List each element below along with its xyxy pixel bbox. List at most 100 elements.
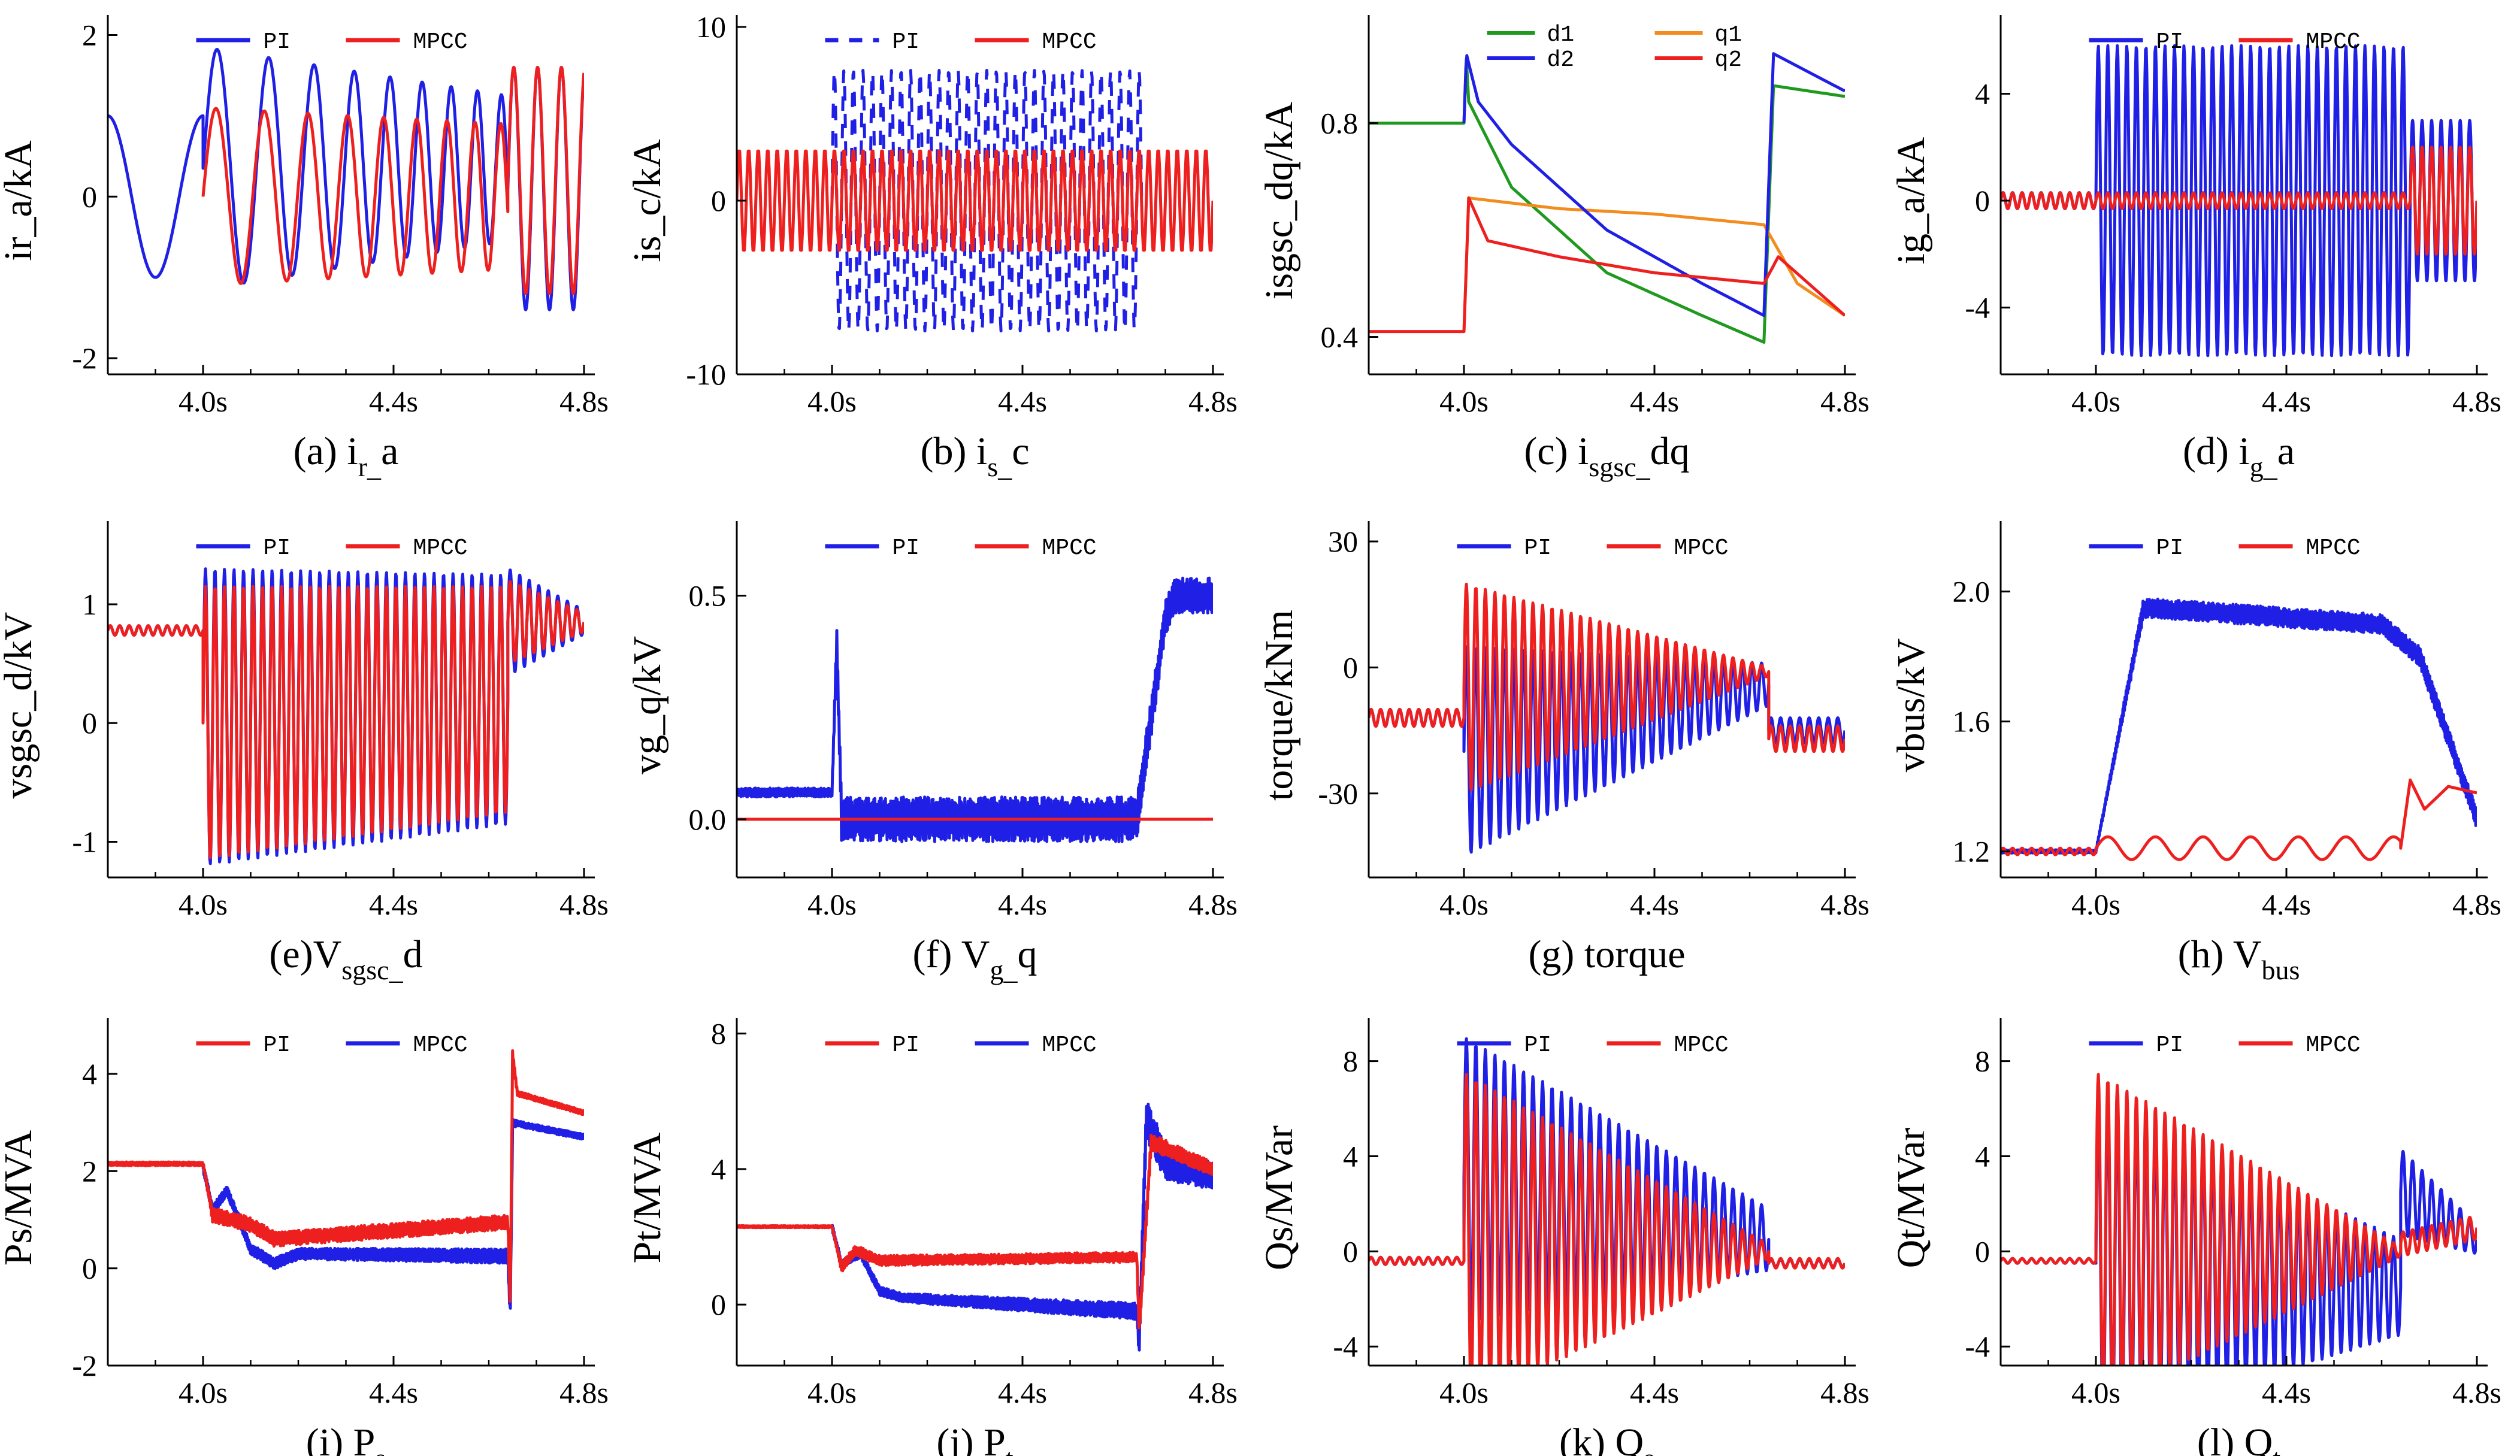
legend-label-pi: PI [893, 29, 920, 55]
series-line-mpcc [2001, 146, 2477, 256]
x-tick-label: 4.4s [369, 385, 418, 418]
caption-tail: dq [1650, 429, 1690, 473]
panel-j: 4.0s 4.4s 4.8s 0 4 8 Pt/MVA PI MPCC (j) Pt [625, 1017, 1238, 1456]
legend-label-mpcc: MPCC [413, 1033, 468, 1058]
panel-caption: (b) is_c [921, 429, 1030, 482]
series-line-mpcc [1369, 582, 1845, 792]
caption-subscript: sgsc_ [1589, 452, 1650, 482]
x-tick-label: 4.8s [2452, 888, 2501, 921]
panel-i: 4.0s 4.4s 4.8s -2 0 2 4 Ps/MVA PI MPCC (i) Ps [0, 1018, 609, 1456]
caption-subscript: s [375, 1443, 386, 1456]
legend: PI MPCC [825, 29, 1097, 55]
x-tick-label: 4.4s [998, 888, 1047, 921]
legend-label-pi: PI [1524, 535, 1552, 561]
panel-caption: (k) Qs [1559, 1421, 1654, 1456]
x-tick-label: 4.0s [2071, 385, 2120, 418]
series-line-mpcc [108, 580, 584, 859]
caption-tail: a [381, 429, 398, 473]
series-group-e [108, 567, 584, 865]
series-line-q2 [1369, 196, 1845, 334]
legend-label-pi: PI [264, 535, 291, 561]
caption-main: (k) Q [1559, 1421, 1644, 1456]
legend-label-mpcc: MPCC [1042, 29, 1097, 55]
series-line-pi [108, 1049, 584, 1303]
x-tick-label: 4.4s [1630, 385, 1679, 418]
x-tick-label: 4.8s [559, 888, 609, 921]
legend-label-q1: q1 [1715, 22, 1742, 48]
series-line-pi [830, 69, 1143, 332]
series-group-i [108, 1049, 584, 1310]
x-tick-label: 4.8s [1820, 385, 1869, 418]
legend: PI MPCC [825, 535, 1097, 561]
legend-label-mpcc: MPCC [413, 29, 468, 55]
legend-label-pi: PI [264, 29, 291, 55]
series-group-g [1369, 582, 1845, 854]
caption-main: (b) i [921, 429, 988, 473]
y-tick-label: 0 [1975, 184, 1990, 217]
legend-label-mpcc: MPCC [1674, 1033, 1729, 1058]
x-tick-label: 4.8s [2452, 1376, 2501, 1409]
panel-caption: (l) Qt [2197, 1421, 2280, 1456]
y-tick-label: 0 [1975, 1234, 1990, 1268]
legend-label-mpcc: MPCC [1042, 535, 1097, 561]
y-axis-label: Pt/MVA [625, 1132, 669, 1263]
legend-label-mpcc: MPCC [2306, 1033, 2361, 1058]
legend-label-q2: q2 [1715, 47, 1742, 73]
caption-main: (a) i [294, 429, 358, 473]
series-group-d [2001, 44, 2477, 358]
panel-g: 4.0s 4.4s 4.8s -30 0 30 torque/kNm PI MPCC (g) to… [1257, 521, 1869, 976]
y-tick-label: 0 [1343, 650, 1358, 684]
series-line-mpcc [201, 65, 584, 295]
y-tick-label: -4 [1333, 1330, 1358, 1363]
panel-caption: (f) Vg_q [913, 933, 1037, 985]
x-tick-label: 4.0s [2071, 1376, 2120, 1409]
x-tick-label: 4.8s [1820, 888, 1869, 921]
y-tick-label: -10 [686, 358, 726, 391]
y-tick-label: 4 [1975, 1139, 1990, 1173]
legend: PI MPCC [2089, 1033, 2361, 1058]
caption-subscript: bus [2262, 955, 2300, 985]
caption-subscript: s [1644, 1443, 1654, 1456]
y-tick-label: 1 [82, 588, 97, 621]
y-axis-label: Qs/MVar [1257, 1125, 1301, 1270]
series-group-b [737, 69, 1213, 332]
y-tick-label: 4 [82, 1057, 97, 1091]
series-group-j [737, 1103, 1213, 1352]
legend-label-mpcc: MPCC [1042, 1033, 1097, 1058]
legend-label-mpcc: MPCC [1674, 535, 1729, 561]
x-tick-label: 4.0s [1439, 385, 1489, 418]
caption-main: (g) torque [1528, 933, 1685, 976]
y-tick-label: -4 [1965, 1330, 1990, 1363]
legend-label-mpcc: MPCC [413, 535, 468, 561]
x-tick-label: 4.4s [2262, 385, 2311, 418]
series-line-pi [2001, 597, 2477, 855]
legend: d1 q1 d2 q2 [1487, 22, 1742, 73]
legend-label-pi: PI [1524, 1033, 1552, 1058]
y-tick-label: 0.8 [1321, 107, 1359, 140]
caption-main: (i) P [306, 1421, 376, 1456]
y-tick-label: 30 [1328, 525, 1358, 558]
x-tick-label: 4.8s [1188, 1376, 1238, 1409]
caption-main: (f) V [913, 933, 990, 976]
series-line-q1 [1462, 196, 1845, 332]
series-group-k [1369, 1037, 1845, 1366]
panel-caption: (a) ir_a [294, 429, 399, 482]
caption-tail: d [403, 933, 423, 976]
y-tick-label: 0.0 [689, 803, 727, 836]
panel-caption: (i) Ps [306, 1421, 386, 1456]
legend-label-pi: PI [893, 535, 920, 561]
panel-k: 4.0s 4.4s 4.8s -4 0 4 8 Qs/MVar PI MPCC (k) Qs [1257, 1018, 1869, 1456]
y-tick-label: 2.0 [1953, 575, 1990, 609]
x-tick-label: 4.4s [369, 1376, 418, 1409]
x-tick-label: 4.0s [807, 888, 857, 921]
x-tick-label: 4.4s [369, 888, 418, 921]
x-tick-label: 4.0s [179, 888, 228, 921]
y-tick-label: 0.4 [1321, 320, 1359, 354]
caption-main: (d) i [2183, 429, 2250, 473]
caption-subscript: g_ [2250, 452, 2278, 482]
panel-caption: (j) Pt [936, 1421, 1014, 1456]
y-tick-label: -2 [72, 341, 97, 375]
caption-subscript: sgsc_ [341, 955, 403, 985]
series-line-d2 [1462, 52, 1845, 317]
x-tick-label: 4.8s [1820, 1376, 1869, 1409]
